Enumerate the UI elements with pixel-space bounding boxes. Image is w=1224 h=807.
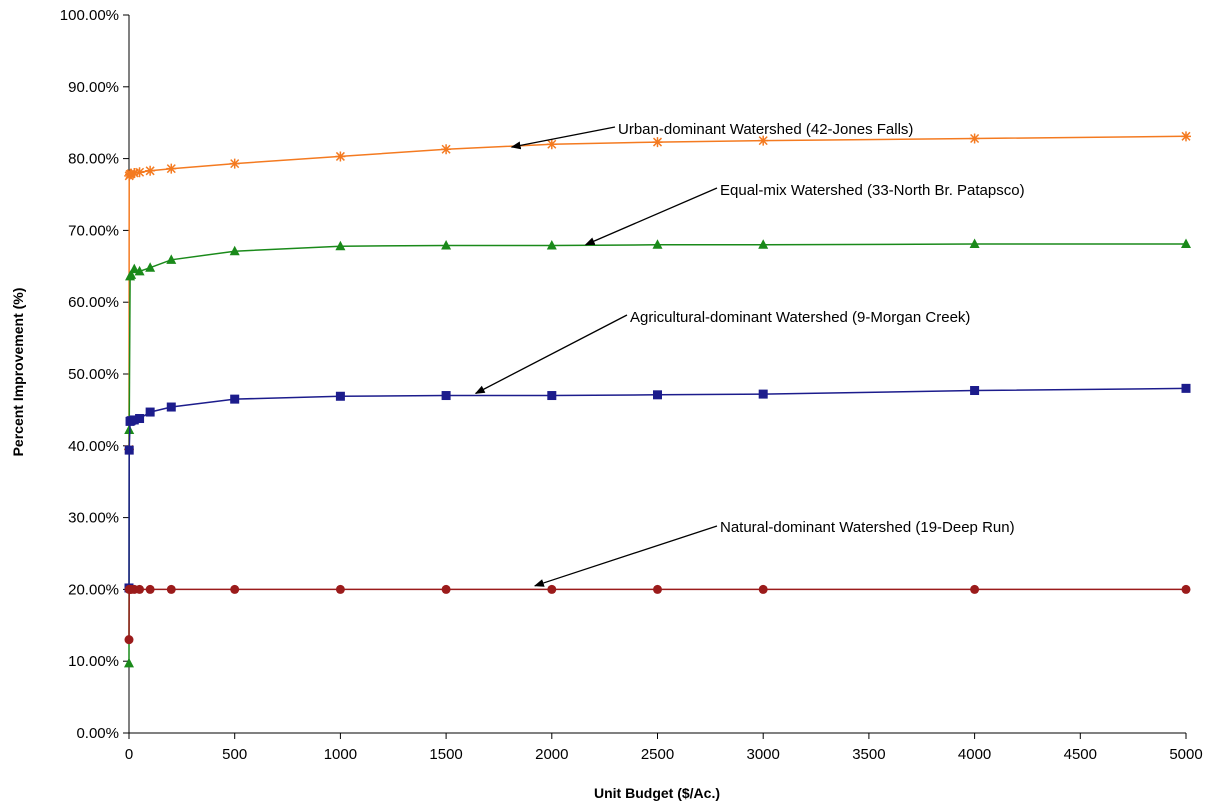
y-tick-label: 20.00%: [68, 581, 119, 598]
data-point: [166, 584, 176, 594]
y-tick-label: 100.00%: [60, 7, 119, 24]
annotation-label: Natural-dominant Watershed (19-Deep Run): [720, 519, 1015, 536]
y-tick-label: 70.00%: [68, 222, 119, 239]
annotation: Agricultural-dominant Watershed (9-Morga…: [474, 309, 970, 394]
data-point: [547, 391, 557, 401]
y-tick-label: 10.00%: [68, 653, 119, 670]
y-tick-label: 40.00%: [68, 438, 119, 455]
series-line: [128, 135, 1187, 450]
data-point: [124, 445, 134, 455]
data-point: [230, 394, 240, 404]
data-point: [166, 163, 177, 174]
data-point: [124, 635, 134, 645]
x-tick-label: 3000: [747, 746, 780, 763]
data-point: [1181, 383, 1191, 393]
data-point: [441, 144, 452, 155]
data-point: [335, 240, 346, 251]
axes: 0.00% 10.00% 20.00% 30.00% 40.00% 50.00% 60.00…: [60, 7, 1203, 763]
data-point: [129, 167, 140, 178]
x-tick-label: 1000: [324, 746, 357, 763]
x-axis-title: Unit Budget ($/Ac.): [594, 785, 720, 801]
series-circle: [124, 584, 1191, 645]
data-point: [1181, 131, 1191, 142]
x-tick-label: 1500: [429, 746, 462, 763]
y-tick-label: 0.00%: [76, 725, 119, 742]
annotation-label: Equal-mix Watershed (33-North Br. Pataps…: [720, 182, 1025, 199]
annotation-arrow: [584, 187, 718, 246]
data-point: [758, 239, 769, 249]
data-point: [969, 133, 980, 144]
data-point: [335, 151, 346, 162]
data-point: [124, 657, 134, 668]
data-point: [1181, 584, 1191, 594]
series-square: [124, 383, 1191, 593]
data-point: [758, 389, 768, 399]
x-tick-label: 2500: [641, 746, 674, 763]
annotation: Natural-dominant Watershed (19-Deep Run): [533, 519, 1015, 587]
data-point: [969, 238, 980, 249]
series-group: [124, 131, 1191, 668]
data-point: [134, 265, 145, 276]
annotation-label: Urban-dominant Watershed (42-Jones Falls…: [618, 121, 913, 138]
x-tick-label: 500: [222, 746, 247, 763]
data-point: [166, 254, 177, 264]
data-point: [229, 158, 240, 169]
annotation-arrow: [474, 314, 628, 394]
data-point: [145, 262, 156, 272]
y-tick-label: 30.00%: [68, 510, 119, 527]
data-point: [335, 584, 345, 594]
data-point: [758, 584, 768, 594]
annotation: Urban-dominant Watershed (42-Jones Falls…: [510, 121, 913, 150]
annotation-arrow: [533, 525, 718, 587]
data-point: [970, 584, 980, 594]
series-asterisk: [124, 131, 1191, 455]
data-point: [335, 391, 345, 401]
annotation: Equal-mix Watershed (33-North Br. Pataps…: [584, 182, 1025, 246]
x-tick-label: 5000: [1169, 746, 1202, 763]
data-point: [1181, 238, 1191, 249]
data-point: [145, 407, 155, 417]
y-tick-label: 50.00%: [68, 366, 119, 383]
x-tick-label: 0: [125, 746, 133, 763]
data-point: [441, 391, 451, 401]
data-point: [547, 584, 557, 594]
data-point: [546, 139, 557, 150]
data-point: [145, 165, 156, 176]
data-point: [758, 135, 769, 146]
x-tick-label: 3500: [852, 746, 885, 763]
data-point: [970, 386, 980, 396]
data-point: [652, 137, 663, 148]
data-point: [135, 414, 145, 424]
series-line: [128, 588, 1186, 640]
data-point: [126, 269, 137, 279]
data-point: [129, 263, 140, 274]
data-point: [229, 245, 240, 256]
series-line: [128, 243, 1186, 664]
x-tick-label: 4500: [1064, 746, 1097, 763]
y-tick-label: 80.00%: [68, 151, 119, 168]
data-point: [546, 239, 557, 250]
data-point: [134, 167, 145, 178]
data-point: [652, 239, 663, 249]
data-point: [166, 402, 176, 412]
annotations: Urban-dominant Watershed (42-Jones Falls…: [474, 121, 1025, 587]
data-point: [230, 584, 240, 594]
annotation-arrow: [510, 126, 616, 150]
annotation-label: Agricultural-dominant Watershed (9-Morga…: [630, 309, 970, 326]
y-axis-title: Percent Improvement (%): [10, 288, 26, 457]
x-tick-label: 2000: [535, 746, 568, 763]
series-triangle: [124, 238, 1191, 668]
series-line: [128, 387, 1187, 589]
y-tick-label: 90.00%: [68, 79, 119, 96]
y-tick-label: 60.00%: [68, 294, 119, 311]
data-point: [145, 584, 155, 594]
data-point: [653, 390, 662, 400]
data-point: [441, 239, 452, 250]
data-point: [135, 584, 145, 594]
data-point: [653, 584, 662, 594]
x-tick-label: 4000: [958, 746, 991, 763]
data-point: [129, 415, 139, 425]
data-point: [441, 584, 451, 594]
